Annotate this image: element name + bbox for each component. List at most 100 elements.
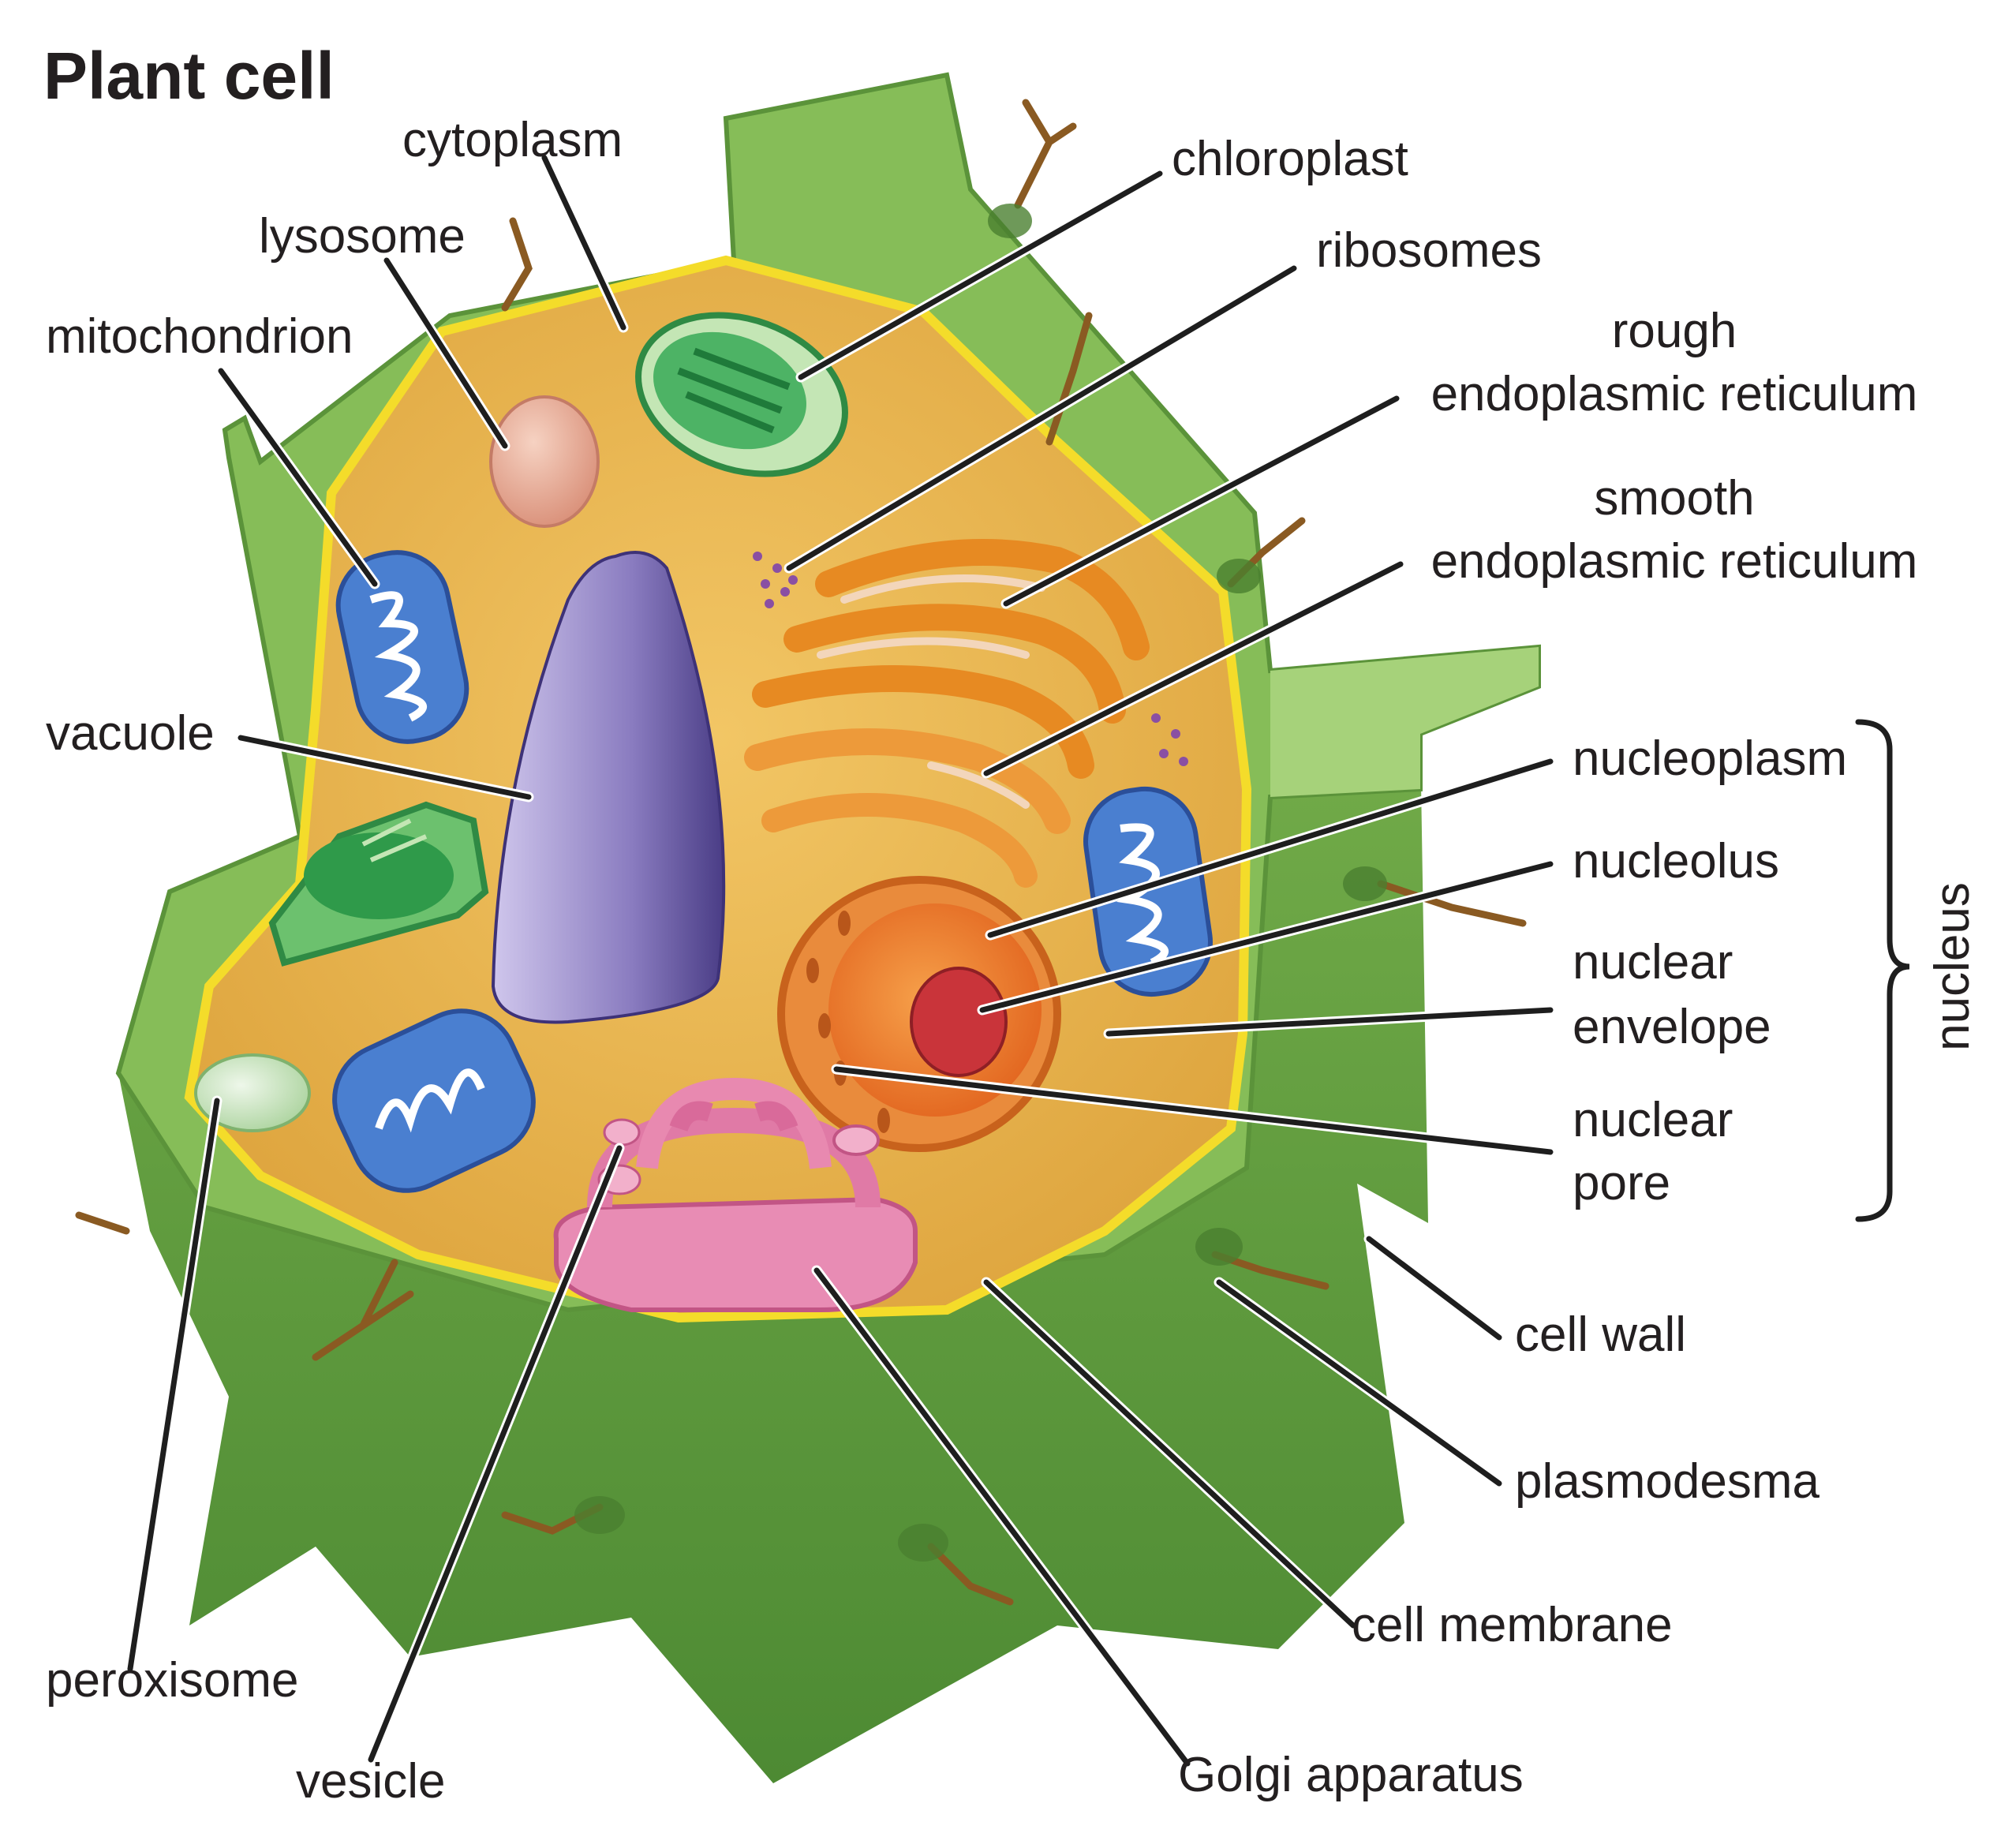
ribosome xyxy=(1171,729,1180,739)
label-cell-membrane: cell membrane xyxy=(1352,1598,1673,1652)
label-nucleoplasm: nucleoplasm xyxy=(1573,731,1847,786)
ribosome xyxy=(1159,749,1169,758)
label-cytoplasm: cytoplasm xyxy=(402,113,623,167)
leader-vesicle xyxy=(368,1145,623,1763)
ribosome xyxy=(753,552,762,561)
chloroplast-grana xyxy=(304,832,454,919)
label-nuclear-envelope-1: nuclear xyxy=(1573,935,1733,989)
ribosome xyxy=(788,575,798,585)
label-ribosomes: ribosomes xyxy=(1316,223,1542,278)
leader-plasmodesma xyxy=(1216,1279,1502,1487)
golgi-cisterna xyxy=(636,1077,832,1169)
chloroplast-stack xyxy=(361,818,428,862)
mitochondrion-cristae xyxy=(1116,823,1169,967)
leader-cell-membrane xyxy=(983,1279,1356,1629)
pit xyxy=(1343,866,1387,901)
pit xyxy=(1217,559,1261,593)
cell-illustration xyxy=(75,72,1541,1783)
label-smooth-er-1: smooth xyxy=(1594,471,1754,526)
chloroplast-left xyxy=(268,801,489,967)
label-nuclear-envelope-2: envelope xyxy=(1573,1000,1771,1054)
leader-cell-wall xyxy=(1366,1236,1502,1341)
label-vacuole: vacuole xyxy=(46,706,215,761)
cell-wall-side-slab xyxy=(1270,647,1539,797)
label-lysosome: lysosome xyxy=(259,209,466,264)
plasmodesma-strand xyxy=(501,217,533,312)
label-chloroplast: chloroplast xyxy=(1172,132,1408,186)
mitochondrion-right xyxy=(1083,786,1213,997)
label-vesicle: vesicle xyxy=(296,1754,446,1809)
plasmodesma-strand xyxy=(1045,312,1093,446)
leader-nuclear-pore xyxy=(833,1066,1554,1155)
leader-nucleoplasm xyxy=(987,758,1554,938)
er-lumen xyxy=(817,574,1045,809)
plasmodesma-strand xyxy=(312,1259,414,1361)
leader-smooth-er xyxy=(983,561,1404,776)
label-rough-er-1: rough xyxy=(1612,304,1737,358)
golgi-cisterna xyxy=(669,1101,798,1132)
mitochondrion-cristae xyxy=(375,1068,485,1133)
label-nucleolus: nucleolus xyxy=(1573,834,1779,888)
chloroplast-thylakoids xyxy=(677,347,791,434)
ribosome xyxy=(1179,757,1188,766)
label-nuclear-pore-2: pore xyxy=(1573,1156,1670,1210)
label-plasmodesma: plasmodesma xyxy=(1515,1454,1819,1509)
label-golgi-apparatus: Golgi apparatus xyxy=(1178,1748,1524,1802)
pit xyxy=(898,1524,948,1562)
leader-vacuole xyxy=(237,735,532,800)
nucleus-bracket xyxy=(1855,719,1910,1222)
pit xyxy=(988,204,1032,238)
leader-peroxisome xyxy=(127,1098,220,1672)
vacuole xyxy=(491,551,726,1024)
pit xyxy=(1195,1228,1243,1266)
lysosome xyxy=(489,395,600,528)
leader-golgi xyxy=(813,1267,1191,1767)
nucleus xyxy=(777,876,1061,1152)
label-rough-er-2: endoplasmic reticulum xyxy=(1431,367,1918,421)
smooth-er-fold xyxy=(744,728,1071,834)
ribosome xyxy=(1151,713,1161,723)
labels: cytoplasm lysosome mitochondrion vacuole… xyxy=(46,113,1980,1809)
label-cell-wall: cell wall xyxy=(1515,1307,1686,1362)
nuclear-pore xyxy=(838,911,851,936)
leader-ribosomes xyxy=(786,265,1297,571)
leader-rough-er xyxy=(1003,395,1400,607)
mitochondrion-lower xyxy=(332,1008,536,1193)
rough-er-fold xyxy=(783,604,1126,724)
leader-nuclear-envelope xyxy=(1105,1007,1554,1037)
ribosome-cluster xyxy=(753,552,1188,766)
golgi-tube xyxy=(832,1124,880,1156)
pit xyxy=(574,1496,625,1534)
label-mitochondrion: mitochondrion xyxy=(46,309,353,364)
mitochondrion-outer xyxy=(332,1008,536,1193)
plasmodesma-strand xyxy=(75,1211,130,1235)
vesicle xyxy=(603,1118,641,1147)
ribosome xyxy=(772,563,782,573)
smooth-er-fold xyxy=(761,793,1038,888)
cell-wall-front-face xyxy=(118,671,1428,1783)
nucleolus xyxy=(910,967,1008,1077)
leader-lysosome xyxy=(383,257,508,449)
nuclear-pore xyxy=(877,1108,890,1133)
mitochondrion-cristae xyxy=(369,591,427,722)
golgi-base xyxy=(553,1196,918,1312)
rough-er-fold xyxy=(815,539,1150,660)
mitochondrion-upper xyxy=(335,550,469,744)
diagram-title: Plant cell xyxy=(43,39,335,113)
leader-lines xyxy=(125,152,1910,1769)
nuclear-pore xyxy=(806,958,819,983)
leader-nucleolus xyxy=(979,861,1554,1013)
ribosome xyxy=(765,599,774,608)
nuclear-pore xyxy=(818,1013,831,1038)
plasmodesma-strand xyxy=(1014,99,1077,209)
endoplasmic-reticulum xyxy=(744,539,1150,888)
ribosome xyxy=(780,587,790,597)
label-peroxisome: peroxisome xyxy=(46,1653,298,1708)
leader-chloroplast xyxy=(798,170,1163,380)
label-nucleus: nucleus xyxy=(1925,882,1980,1051)
label-smooth-er-2: endoplasmic reticulum xyxy=(1431,534,1918,589)
leader-mitochondrion xyxy=(218,368,378,587)
chloroplast-top xyxy=(635,312,848,477)
peroxisome xyxy=(194,1053,311,1132)
